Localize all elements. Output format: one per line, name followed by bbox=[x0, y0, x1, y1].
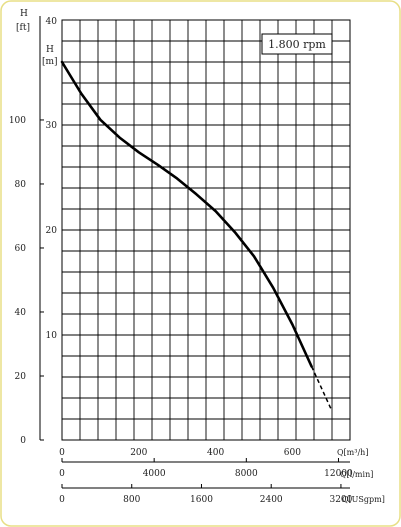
x-axis-m3h-ticks: 0 200 400 600 bbox=[59, 448, 301, 458]
right-axis-ticks: 10 20 30 40 bbox=[46, 17, 58, 341]
left-axis-tick-label: 100 bbox=[9, 116, 26, 126]
left-axis-unit-line2: [ft] bbox=[16, 23, 30, 33]
x-axis-m3h-tick-label: 200 bbox=[130, 448, 147, 458]
x-axis-m3h-tick-label: 0 bbox=[59, 448, 65, 458]
left-axis-tick-label: 20 bbox=[15, 372, 27, 382]
x-axis-usgpm-tick-label: 3200 bbox=[329, 495, 352, 505]
x-axis-lmin-tick-label: 4000 bbox=[143, 469, 166, 479]
chart-grid bbox=[62, 20, 350, 440]
x-axis-usgpm-tick-label: 2400 bbox=[260, 495, 283, 505]
x-axis-lmin-label: Q[l/min] bbox=[340, 470, 373, 479]
curve-solid-line bbox=[60, 60, 313, 368]
x-axis-lmin: 0 4000 8000 12000 bbox=[59, 458, 353, 479]
x-axis-m3h-label: Q[m³/h] bbox=[337, 448, 368, 457]
pump-curve bbox=[60, 60, 332, 409]
left-axis-tick-label: 60 bbox=[15, 244, 27, 254]
left-axis-tick-label: 40 bbox=[15, 308, 27, 318]
x-axis-lmin-tick-label: 12000 bbox=[324, 469, 353, 479]
x-axis-lmin-tick-label: 8000 bbox=[235, 469, 258, 479]
right-axis-unit-line1: H bbox=[46, 45, 54, 55]
x-axis-usgpm-label: Q[USgpm] bbox=[342, 495, 385, 504]
left-axis-ticks: 0 20 40 60 80 100 bbox=[9, 16, 44, 446]
speed-label: 1.800 rpm bbox=[268, 38, 326, 51]
left-axis-tick-label: 80 bbox=[15, 180, 27, 190]
x-axis-usgpm-tick-label: 800 bbox=[123, 495, 140, 505]
x-axis-m3h-tick-label: 600 bbox=[284, 448, 301, 458]
x-axis-lmin-tick-label: 0 bbox=[59, 469, 65, 479]
left-axis-tick-label: 0 bbox=[20, 436, 26, 446]
right-axis-tick-label: 10 bbox=[46, 331, 58, 341]
curve-dashed-extension bbox=[310, 366, 332, 409]
right-axis-tick-label: 40 bbox=[46, 17, 58, 27]
x-axis-usgpm-tick-label: 1600 bbox=[190, 495, 213, 505]
right-axis-tick-label: 20 bbox=[46, 226, 58, 236]
plot-border bbox=[61, 19, 351, 441]
x-axis-usgpm: 0 800 1600 2400 3200 bbox=[59, 484, 353, 505]
right-axis-tick-label: 30 bbox=[46, 121, 58, 131]
speed-label-box bbox=[261, 33, 333, 55]
left-axis-unit-line1: H bbox=[20, 9, 28, 19]
x-axis-m3h-tick-label: 400 bbox=[207, 448, 224, 458]
right-axis-unit-line2: [m] bbox=[42, 57, 58, 67]
x-axis-usgpm-tick-label: 0 bbox=[59, 495, 65, 505]
